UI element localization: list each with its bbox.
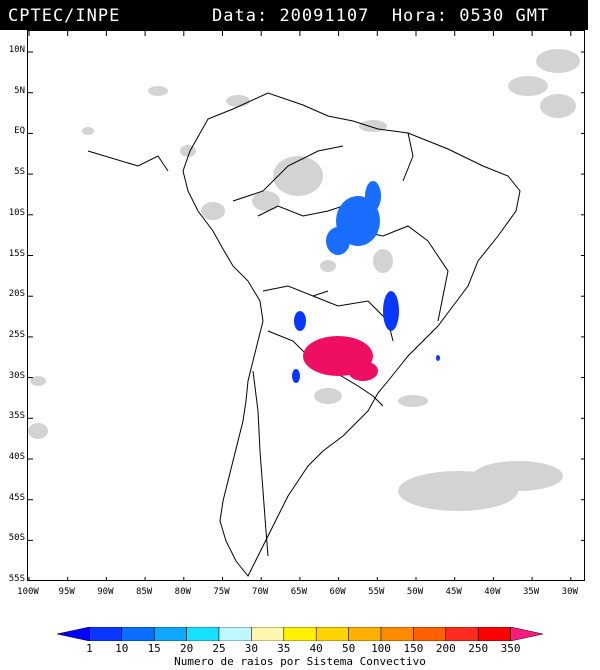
time-label: Hora:	[391, 6, 448, 26]
colorbar-label: 30	[244, 642, 259, 655]
colorbar-swatch	[57, 627, 90, 641]
lon-label: 70W	[252, 587, 269, 597]
lon-label: 100W	[17, 587, 39, 597]
colorbar-swatch	[413, 627, 447, 641]
colorbar-swatch	[445, 627, 479, 641]
lon-label: 30W	[561, 587, 578, 597]
colorbar-swatch	[510, 627, 543, 641]
colorbar-label: 350	[500, 642, 521, 655]
lat-label: 45S	[8, 492, 25, 503]
lat-label: 30S	[8, 370, 25, 381]
date-value: 20091107	[279, 6, 370, 26]
grid-ticks	[28, 31, 584, 580]
colorbar-label: 15	[147, 642, 161, 655]
lon-label: 45W	[445, 587, 462, 597]
lat-label: 20S	[8, 289, 25, 300]
colorbar-label: 20	[179, 642, 194, 655]
colorbar-label: 100	[371, 642, 391, 655]
lon-label: 85W	[135, 587, 153, 597]
lat-label: 10N	[8, 45, 25, 55]
colorbar-label: 10	[115, 642, 129, 655]
colorbar-label: 50	[341, 642, 356, 655]
colorbar-label: 1	[86, 642, 93, 655]
cloud-cover	[28, 49, 580, 511]
time-zone: GMT	[515, 6, 550, 26]
lat-label: 5S	[14, 167, 25, 178]
lon-label: 35W	[522, 587, 540, 597]
lon-label: 90W	[97, 587, 114, 597]
lon-label: 40W	[484, 587, 501, 597]
lat-label: EQ	[14, 126, 25, 137]
lon-label: 50W	[406, 587, 424, 597]
lon-label: 60W	[329, 587, 346, 597]
lat-label: 5N	[14, 85, 25, 96]
lon-label: 65W	[290, 587, 308, 597]
title-bar: CPTEC/INPE Data: 20091107 Hora: 0530 GMT	[0, 0, 588, 30]
lat-label: 55S	[8, 574, 25, 585]
colorbar-swatch	[380, 627, 414, 641]
colorbar-swatch	[251, 627, 285, 641]
colorbar-swatch	[218, 627, 252, 641]
colorbar-label: 35	[277, 642, 291, 655]
lat-label: 15S	[8, 248, 25, 259]
lon-label: 80W	[174, 587, 191, 597]
colorbar-label: 150	[403, 642, 424, 655]
colorbar-swatch	[121, 627, 155, 641]
colorbar-swatch	[89, 627, 123, 641]
time-value: 0530	[459, 6, 505, 26]
convective-systems	[292, 181, 440, 383]
colorbar-title: Numero de raios por Sistema Convectivo	[174, 655, 426, 668]
colorbar-label: 40	[309, 642, 323, 655]
colorbar-swatch	[153, 627, 187, 641]
lon-label: 95W	[58, 587, 75, 597]
lon-label: 75W	[213, 587, 230, 597]
date-label: Data:	[212, 6, 269, 26]
datetime-label: Data: 20091107 Hora: 0530 GMT	[212, 6, 549, 26]
colorbar-label: 25	[212, 642, 226, 655]
lat-label: 25S	[8, 329, 25, 340]
lon-label: 55W	[368, 587, 385, 597]
map-frame	[27, 30, 585, 581]
lat-label: 50S	[8, 533, 25, 544]
colorbar-swatch	[283, 627, 317, 641]
source-label: CPTEC/INPE	[8, 6, 121, 26]
map-canvas	[28, 31, 584, 580]
lat-label: 40S	[8, 452, 25, 462]
colorbar-swatch	[477, 627, 511, 641]
colorbar	[57, 627, 543, 641]
colorbar-swatch	[186, 627, 220, 641]
colorbar-label: 250	[468, 642, 489, 655]
lat-label: 35S	[8, 411, 25, 422]
colorbar-label: 200	[435, 642, 456, 655]
colorbar-swatch	[315, 627, 349, 641]
colorbar-swatch	[348, 627, 382, 641]
lat-label: 10S	[8, 207, 25, 218]
